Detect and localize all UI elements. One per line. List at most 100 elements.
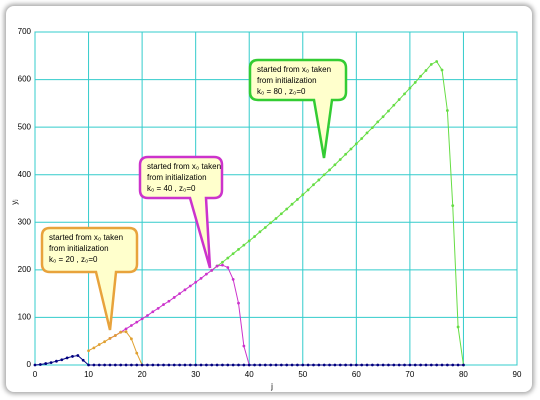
- x-tick-label: 0: [33, 370, 38, 379]
- data-point: [263, 226, 267, 229]
- data-point: [451, 363, 455, 367]
- callout-text: started from x₀ taken: [147, 162, 221, 171]
- data-point: [172, 296, 176, 299]
- data-point: [199, 363, 203, 367]
- data-point: [306, 363, 310, 367]
- callout-text: from initialization: [257, 76, 317, 85]
- data-point: [371, 363, 374, 367]
- callout-text: started from x₀ taken: [257, 65, 331, 74]
- data-point: [322, 173, 326, 177]
- data-point: [178, 292, 182, 296]
- data-point: [204, 363, 208, 367]
- data-point: [456, 363, 460, 367]
- data-point: [151, 310, 155, 314]
- data-point: [360, 137, 364, 140]
- data-point: [408, 86, 412, 90]
- x-tick-label: 30: [191, 370, 200, 379]
- data-point: [354, 363, 358, 367]
- data-point: [301, 363, 305, 367]
- data-point: [135, 320, 139, 324]
- data-point: [135, 363, 139, 367]
- data-point: [274, 363, 278, 367]
- data-point: [269, 221, 273, 225]
- callout-text: started from x₀ taken: [49, 233, 123, 242]
- x-axis-label: j: [270, 382, 273, 391]
- data-point: [242, 344, 246, 348]
- x-tick-label: 10: [84, 370, 93, 379]
- data-point: [387, 109, 390, 113]
- data-point: [108, 336, 112, 340]
- x-tick-label: 80: [459, 370, 468, 379]
- y-axis-label: yⱼ: [10, 199, 19, 204]
- data-point: [146, 363, 149, 367]
- data-point: [253, 235, 256, 238]
- data-point: [237, 301, 240, 305]
- y-tick-label: 100: [18, 313, 32, 322]
- data-point: [156, 306, 160, 310]
- data-point: [333, 163, 337, 167]
- data-point: [429, 363, 433, 367]
- data-point: [103, 363, 107, 367]
- data-point: [381, 115, 385, 119]
- data-point: [92, 363, 96, 367]
- data-point: [419, 74, 422, 78]
- data-point: [162, 363, 165, 367]
- data-point: [392, 363, 396, 367]
- data-point: [237, 248, 240, 251]
- data-point: [285, 207, 289, 211]
- data-point: [146, 314, 149, 317]
- data-point: [435, 60, 439, 63]
- data-point: [451, 204, 455, 208]
- data-point: [322, 363, 326, 367]
- data-point: [312, 183, 315, 187]
- data-point: [226, 363, 230, 367]
- data-point: [371, 126, 374, 130]
- data-point: [301, 193, 305, 197]
- data-point: [413, 81, 417, 84]
- data-point: [247, 363, 251, 367]
- data-point: [87, 349, 90, 353]
- data-point: [162, 303, 165, 306]
- x-tick-label: 40: [245, 370, 254, 379]
- data-point: [317, 363, 321, 367]
- data-point: [92, 346, 96, 350]
- data-point: [306, 188, 310, 192]
- data-point: [328, 168, 331, 172]
- data-point: [119, 330, 123, 334]
- callout-text: k₀ = 40 , z₀=0: [147, 184, 196, 193]
- data-point: [156, 363, 160, 367]
- data-point: [445, 109, 449, 112]
- data-point: [167, 363, 171, 367]
- data-point: [429, 62, 433, 66]
- data-point: [381, 363, 385, 367]
- data-point: [124, 327, 128, 331]
- data-point: [349, 363, 353, 367]
- data-point: [194, 363, 198, 367]
- data-point: [178, 363, 182, 367]
- data-point: [49, 361, 53, 365]
- data-point: [274, 217, 278, 220]
- data-point: [231, 363, 235, 367]
- data-point: [65, 356, 69, 360]
- data-point: [392, 103, 396, 107]
- data-point: [140, 317, 144, 321]
- data-point: [462, 363, 465, 367]
- callout-box: [138, 155, 224, 269]
- data-point: [440, 363, 444, 367]
- data-point: [194, 280, 198, 284]
- data-point: [328, 363, 331, 367]
- data-point: [124, 363, 128, 367]
- data-point: [269, 363, 273, 367]
- data-point: [183, 363, 187, 367]
- data-point: [242, 243, 246, 247]
- data-point: [221, 260, 224, 264]
- data-point: [215, 264, 219, 268]
- data-point: [242, 363, 246, 367]
- data-point: [210, 268, 214, 272]
- data-point: [279, 363, 283, 367]
- data-point: [226, 266, 230, 269]
- data-point: [290, 363, 294, 367]
- data-point: [296, 198, 299, 201]
- y-tick-label: 0: [27, 360, 32, 369]
- data-point: [279, 212, 283, 216]
